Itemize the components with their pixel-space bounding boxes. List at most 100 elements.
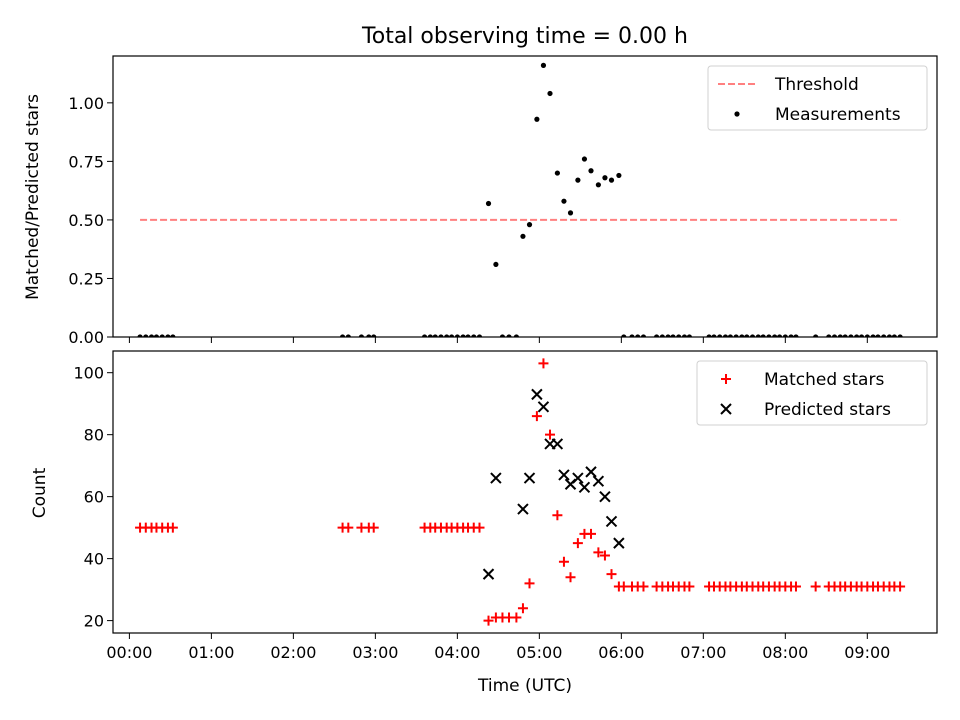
predicted-stars-point [613, 537, 625, 549]
measurements-point [137, 334, 143, 337]
measurements-point [427, 334, 433, 337]
bottom-panel: Time (UTC) Count 20 40 60 80 100 00:00 01:00 02… [30, 350, 938, 696]
measurements-point [547, 90, 553, 97]
predicted-stars-point [585, 466, 597, 478]
top-panel: Total observing time = 0.00 h Matched/Pr… [23, 24, 938, 347]
matched-stars-point [599, 550, 610, 561]
measurements-point [706, 334, 712, 337]
measurements-point [153, 334, 160, 337]
measurements-point [739, 334, 745, 337]
series-group [135, 358, 906, 626]
legend-label: Matched stars [764, 370, 884, 390]
measurements-point [744, 334, 750, 337]
matched-stars-point [474, 522, 485, 533]
matched-stars-point [511, 612, 522, 623]
y-tick-label: 0.75 [68, 152, 104, 171]
y-tick-label: 0.25 [68, 269, 104, 288]
matched-stars-point [531, 411, 542, 422]
measurements-point [454, 334, 460, 337]
matched-stars-point [545, 429, 556, 440]
measurements-point [476, 334, 483, 337]
measurements-point [640, 334, 647, 337]
measurements-point [733, 334, 739, 337]
measurements-point [616, 172, 622, 179]
measurements-point [653, 334, 660, 337]
measurements-point [520, 233, 526, 239]
matched-stars-point [167, 522, 178, 533]
legend-box [707, 65, 928, 131]
predicted-stars-legend-swatch [720, 403, 732, 415]
matched-stars-point [538, 358, 549, 369]
y-tick-label: 20 [84, 612, 104, 631]
x-tick-label: 03:00 [352, 643, 398, 662]
predicted-stars-point [599, 490, 611, 503]
measurements-point [371, 334, 377, 337]
measurements-point [499, 334, 506, 337]
measurements-point [681, 334, 688, 337]
measurements-point [749, 334, 756, 337]
x-tick-label: 04:00 [434, 643, 480, 662]
measurements-point [449, 334, 455, 337]
measurements-point [339, 334, 346, 337]
plot-area: 20 40 60 80 100 00:00 01:00 02:00 03:00 04:00 05:0… [73, 350, 938, 662]
measurements-point [629, 334, 635, 337]
matched-stars-point [558, 556, 569, 567]
matched-stars-legend-swatch [721, 374, 731, 384]
y-axis-label: Matched/Predicted stars [23, 94, 43, 300]
measurements-point [608, 177, 615, 183]
y-tick-label: 80 [84, 426, 104, 445]
measurements-point [848, 334, 854, 337]
measurements-point [793, 334, 799, 337]
measurements-point [864, 334, 870, 337]
chart-title: Total observing time = 0.00 h [361, 24, 688, 49]
measurements-point [717, 334, 723, 337]
predicted-stars-point [605, 515, 618, 528]
y-tick-label: 100 [73, 364, 104, 383]
measurements-point [842, 334, 848, 337]
matched-stars-point [343, 522, 354, 533]
legend-label: Measurements [775, 105, 901, 125]
measurements-point [540, 62, 547, 68]
matched-stars-point [517, 603, 528, 614]
measurements-point [159, 334, 165, 337]
measurements-point [635, 334, 641, 337]
matched-stars-point [565, 572, 576, 583]
predicted-stars-point [537, 401, 550, 413]
series-group [137, 62, 903, 337]
matched-stars-point [790, 581, 801, 592]
x-tick-label: 05:00 [516, 643, 562, 662]
matched-stars-point [593, 547, 604, 558]
axes-frame [112, 55, 938, 338]
measurements-point [782, 334, 788, 337]
measurements-point [602, 175, 608, 181]
measurements-point [513, 334, 519, 337]
predicted-stars-point [592, 475, 605, 487]
x-tick-label: 09:00 [844, 643, 890, 662]
axes-frame [112, 350, 938, 634]
predicted-stars-point [482, 568, 495, 580]
predicted-stars-point [490, 472, 502, 484]
measurements-point [788, 334, 794, 337]
measurements-point [493, 261, 499, 268]
legend-box [696, 360, 928, 426]
measurements-point [165, 334, 171, 337]
measurements-point [621, 334, 627, 337]
legend: Threshold Measurements [707, 65, 928, 131]
measurements-point [595, 182, 601, 188]
measurements-point [659, 334, 665, 337]
measurements-point [755, 334, 761, 337]
measurements-point [366, 334, 372, 337]
measurements-point [831, 334, 838, 337]
legend: Matched stars Predicted stars [696, 360, 928, 426]
measurements-point [358, 334, 365, 337]
x-axis-label: Time (UTC) [477, 676, 572, 696]
matched-stars-point [524, 578, 535, 589]
measurements-point [776, 334, 783, 337]
measurements-point [886, 334, 893, 337]
measurements-point [143, 334, 149, 337]
measurements-point [837, 334, 843, 337]
measurements-point [581, 156, 588, 162]
measurements-point [766, 334, 772, 337]
matched-stars-point [895, 581, 906, 592]
